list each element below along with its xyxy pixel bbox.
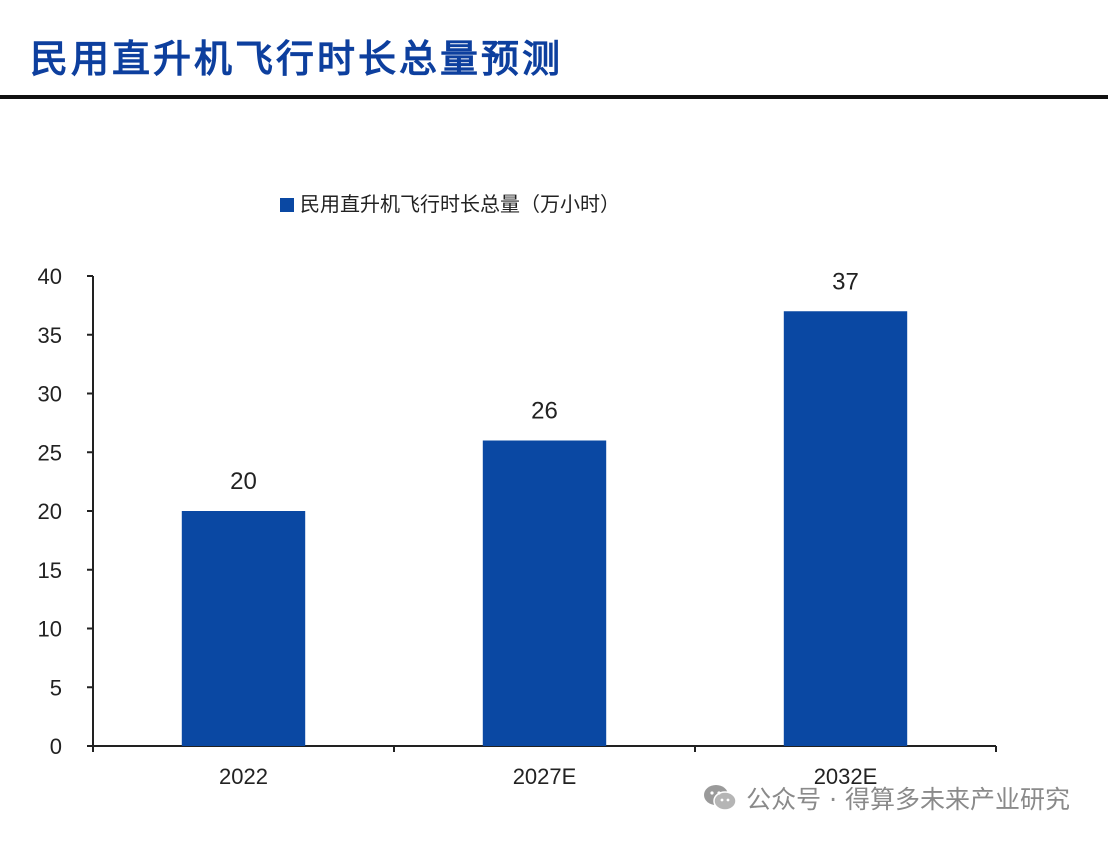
chart-legend: 民用直升机飞行时长总量（万小时） [280,192,620,216]
chart-data-labels: 20 26 37 [230,268,859,495]
y-tick-label: 30 [38,382,62,407]
y-tick-label: 10 [38,617,62,642]
watermark-text: 公众号 · 得算多未来产业研究 [746,785,1070,814]
page-title: 民用直升机飞行时长总量预测 [30,36,564,81]
data-label-2032E: 37 [832,268,859,295]
y-tick-label: 0 [50,734,62,759]
y-tick-label: 5 [50,675,62,700]
bar-2022 [181,511,306,746]
x-tick-label: 2022 [219,764,268,789]
y-tick-label: 35 [38,323,62,348]
chart-bars [181,311,908,746]
y-tick-label: 15 [38,558,62,583]
legend-swatch [280,198,294,212]
x-tick-label: 2027E [513,764,577,789]
data-label-2022: 20 [230,468,257,495]
y-tick-label: 20 [38,499,62,524]
y-tick-label: 25 [38,440,62,465]
y-tick-label: 40 [38,264,62,289]
x-tick-label: 2032E [814,764,878,789]
legend-label: 民用直升机飞行时长总量（万小时） [300,192,620,216]
data-label-2027E: 26 [531,398,558,425]
bar-2032E [783,311,908,746]
wechat-icon [704,785,737,811]
watermark: 公众号 · 得算多未来产业研究 [702,780,1070,816]
title-divider [0,95,1108,99]
bar-2027E [482,440,607,746]
